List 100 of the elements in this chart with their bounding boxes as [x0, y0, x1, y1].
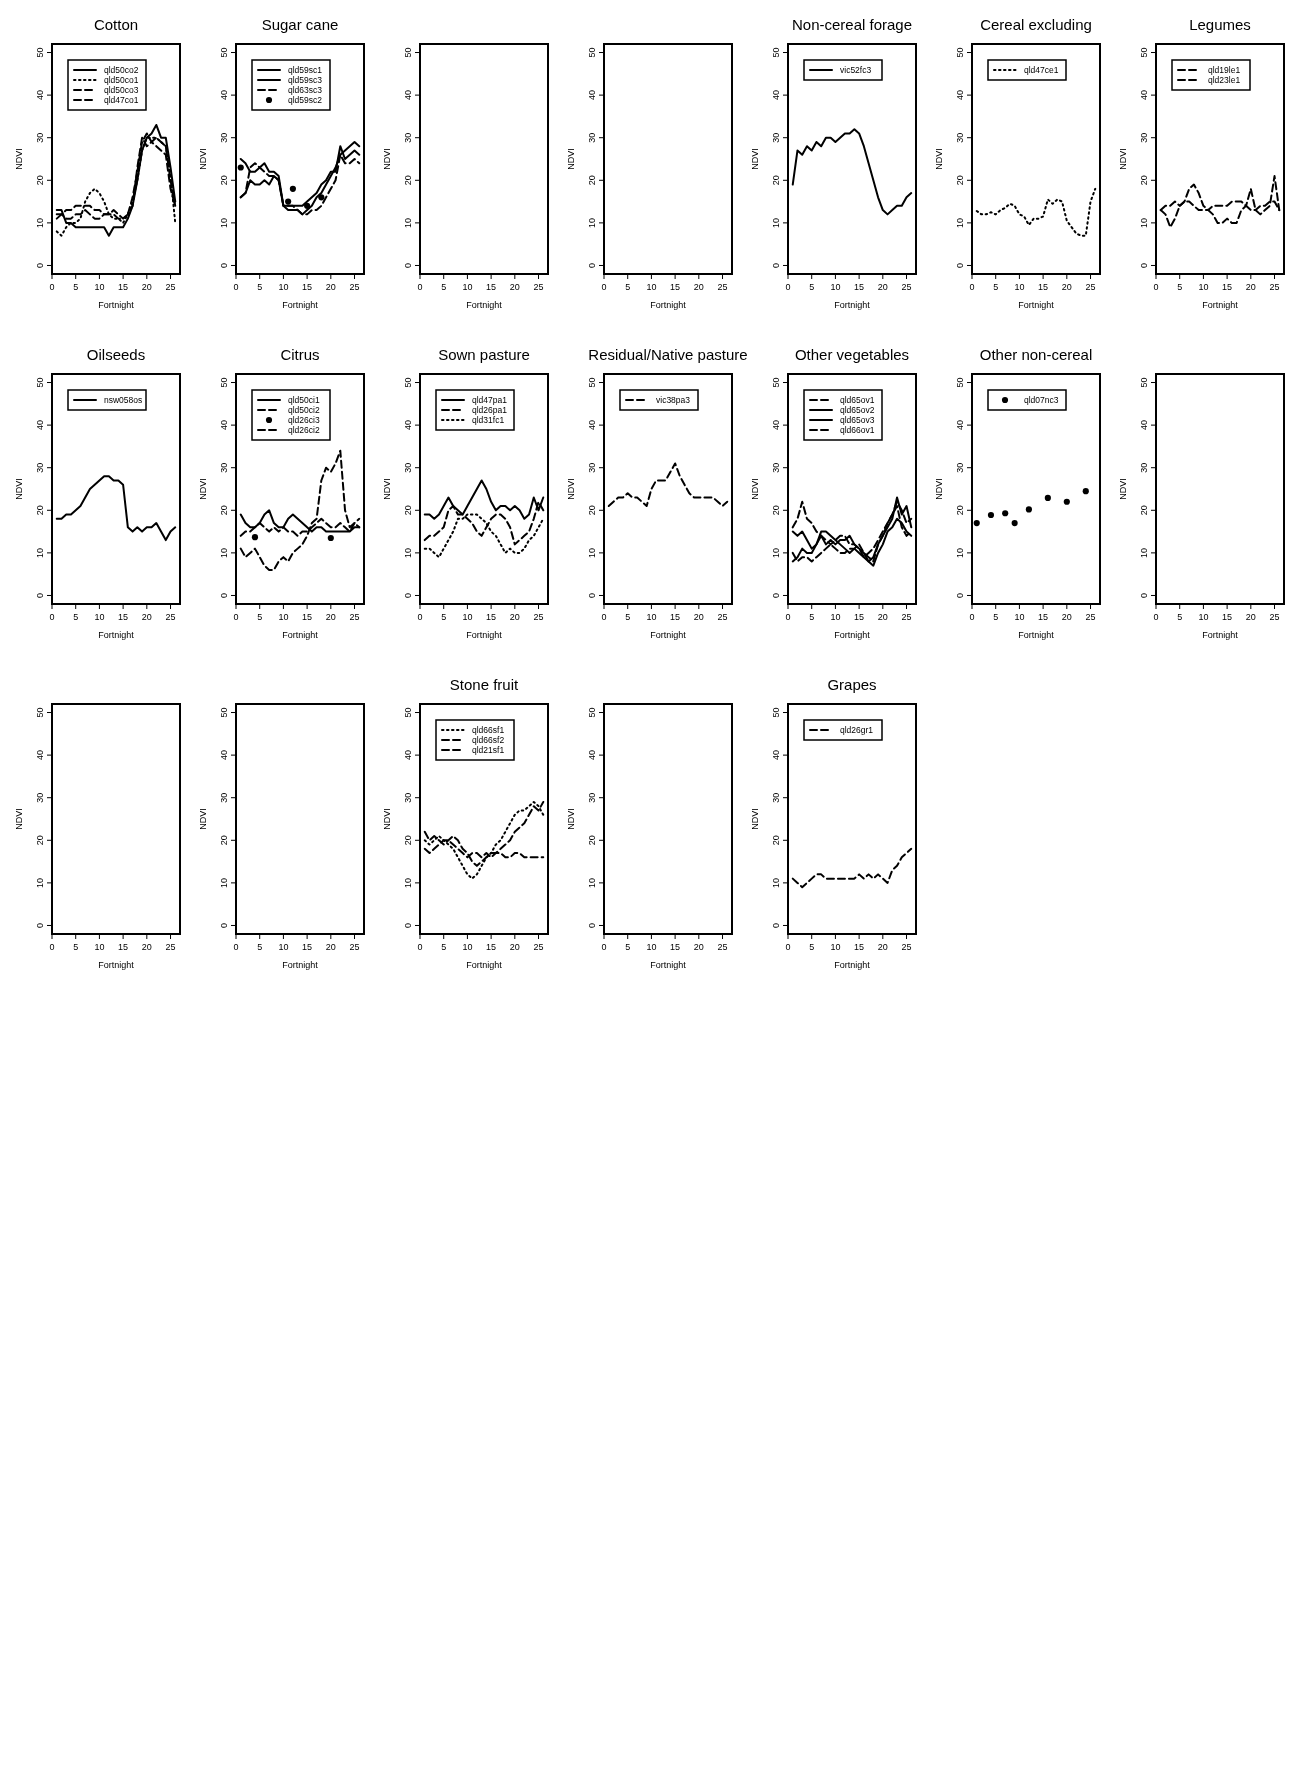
y-tick-label: 40: [771, 420, 781, 431]
x-tick-label: 25: [165, 282, 176, 292]
x-axis-title: Fortnight: [650, 960, 687, 970]
y-tick-label: 50: [403, 47, 413, 58]
x-tick-label: 20: [1061, 282, 1072, 292]
x-tick-label: 10: [1014, 612, 1025, 622]
y-tick-label: 0: [1139, 262, 1149, 268]
y-axis-title: NDVI: [1118, 478, 1128, 500]
y-tick-label: 20: [219, 835, 229, 846]
x-axis-title: Fortnight: [466, 960, 503, 970]
x-tick-label: 15: [302, 612, 313, 622]
x-axis-title: Fortnight: [466, 300, 503, 310]
x-tick-label: 20: [509, 282, 520, 292]
x-tick-label: 0: [417, 942, 423, 952]
chart-title: Grapes: [827, 676, 877, 693]
y-tick-label: 10: [955, 547, 965, 558]
x-tick-label: 25: [165, 942, 176, 952]
y-tick-label: 30: [219, 462, 229, 473]
y-tick-label: 40: [35, 750, 45, 761]
x-tick-label: 0: [785, 942, 791, 952]
x-tick-label: 10: [646, 282, 657, 292]
y-tick-label: 20: [587, 835, 597, 846]
y-tick-label: 50: [403, 707, 413, 718]
y-tick-label: 30: [1139, 132, 1149, 143]
x-tick-label: 5: [1177, 282, 1183, 292]
x-tick-label: 10: [830, 282, 841, 292]
legend-label: qld26pa1: [472, 405, 508, 415]
y-tick-label: 40: [403, 420, 413, 431]
y-tick-label: 50: [1139, 377, 1149, 388]
x-tick-label: 10: [94, 942, 105, 952]
legend-label: qld65ov1: [840, 395, 875, 405]
chart-title: Other non-cereal: [979, 346, 1093, 363]
y-tick-label: 40: [403, 90, 413, 101]
x-tick-label: 25: [1085, 282, 1096, 292]
x-tick-label: 15: [1222, 282, 1233, 292]
y-tick-label: 10: [219, 877, 229, 888]
y-axis-title: NDVI: [934, 148, 944, 170]
chart-title: Legumes: [1189, 16, 1251, 33]
legend-label: qld23le1: [1208, 75, 1241, 85]
x-tick-label: 15: [670, 942, 681, 952]
y-tick-label: 30: [955, 132, 965, 143]
chart-title: Non-cereal forage: [791, 16, 913, 33]
x-tick-label: 20: [325, 942, 336, 952]
y-axis-title: NDVI: [198, 478, 208, 500]
x-tick-label: 10: [278, 282, 289, 292]
y-tick-label: 0: [771, 922, 781, 928]
x-tick-label: 25: [901, 282, 912, 292]
x-tick-label: 25: [1269, 612, 1280, 622]
y-tick-label: 30: [771, 462, 781, 473]
chart-title: Residual/Native pasture: [588, 346, 748, 363]
x-tick-label: 25: [349, 942, 360, 952]
y-tick-label: 20: [35, 175, 45, 186]
x-tick-label: 5: [73, 282, 79, 292]
x-tick-label: 25: [533, 282, 544, 292]
y-tick-label: 30: [219, 132, 229, 143]
x-tick-label: 15: [302, 942, 313, 952]
x-tick-label: 0: [417, 282, 423, 292]
x-axis-title: Fortnight: [466, 630, 503, 640]
y-tick-label: 10: [771, 217, 781, 228]
legend-label: qld07nc3: [1024, 395, 1059, 405]
x-tick-label: 0: [785, 612, 791, 622]
chart-title: Sugar cane: [261, 16, 339, 33]
x-tick-label: 0: [417, 612, 423, 622]
x-tick-label: 10: [646, 612, 657, 622]
y-tick-label: 0: [35, 262, 45, 268]
x-tick-label: 15: [854, 612, 865, 622]
y-tick-label: 30: [771, 792, 781, 803]
y-tick-label: 10: [35, 217, 45, 228]
y-tick-label: 0: [219, 922, 229, 928]
x-tick-label: 5: [441, 942, 447, 952]
x-tick-label: 15: [486, 282, 497, 292]
y-axis-title: NDVI: [14, 148, 24, 170]
x-tick-label: 5: [625, 942, 631, 952]
y-axis-title: NDVI: [14, 808, 24, 830]
y-tick-label: 50: [955, 47, 965, 58]
x-axis-title: Fortnight: [1018, 630, 1055, 640]
x-tick-label: 15: [486, 612, 497, 622]
x-tick-label: 0: [969, 282, 975, 292]
y-tick-label: 40: [35, 420, 45, 431]
y-tick-label: 50: [35, 707, 45, 718]
x-axis-title: Fortnight: [650, 300, 687, 310]
y-tick-label: 20: [771, 175, 781, 186]
y-tick-label: 10: [403, 547, 413, 558]
x-tick-label: 5: [625, 612, 631, 622]
y-tick-label: 0: [219, 262, 229, 268]
legend-label: qld31fc1: [472, 415, 505, 425]
y-tick-label: 20: [587, 175, 597, 186]
y-tick-label: 20: [1139, 175, 1149, 186]
x-tick-label: 5: [257, 282, 263, 292]
x-tick-label: 0: [601, 612, 607, 622]
y-tick-label: 30: [771, 132, 781, 143]
x-tick-label: 15: [118, 942, 129, 952]
x-axis-title: Fortnight: [650, 630, 687, 640]
y-tick-label: 20: [955, 505, 965, 516]
x-tick-label: 10: [278, 612, 289, 622]
y-tick-label: 10: [955, 217, 965, 228]
x-tick-label: 10: [1198, 612, 1209, 622]
x-tick-label: 20: [509, 612, 520, 622]
x-axis-title: Fortnight: [98, 300, 135, 310]
x-tick-label: 20: [141, 942, 152, 952]
